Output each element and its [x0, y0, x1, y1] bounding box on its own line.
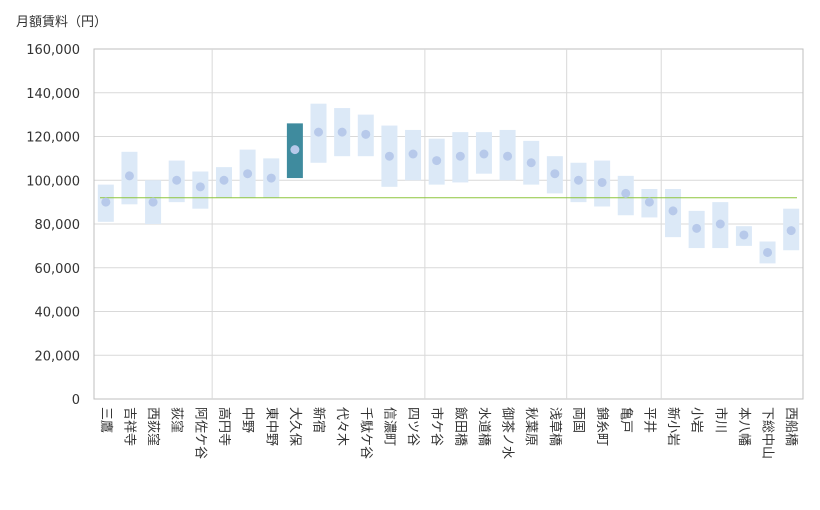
category-label: 高円寺	[216, 407, 232, 446]
median-dot-4	[172, 175, 182, 185]
median-dot-8	[266, 173, 276, 183]
y-axis-title: 月額賃料（円）	[16, 15, 108, 30]
category-label: 御茶ノ水	[500, 407, 516, 459]
median-dot-25	[668, 206, 678, 216]
y-tick-label: 80,000	[35, 218, 81, 233]
median-dot-17	[479, 149, 489, 159]
category-label: 西荻窪	[145, 407, 161, 446]
category-label: 西船橋	[783, 407, 798, 446]
category-label: 秋葉原	[523, 407, 538, 446]
category-label: 水道橋	[476, 407, 491, 446]
median-dot-27	[715, 219, 725, 229]
category-label: 吉祥寺	[121, 407, 136, 446]
median-dot-7	[243, 169, 253, 179]
y-tick-label: 100,000	[26, 174, 80, 189]
median-dot-5	[195, 182, 205, 192]
median-dot-14	[408, 149, 418, 159]
median-dot-9	[290, 145, 300, 155]
category-label: 三鷹	[98, 407, 113, 433]
category-label: 東中野	[263, 407, 279, 446]
median-dot-6	[219, 175, 229, 185]
median-dot-26	[692, 223, 702, 233]
category-label: 新宿	[311, 407, 327, 433]
category-label: 荻窪	[169, 407, 185, 433]
y-tick-label: 20,000	[35, 349, 81, 364]
category-label: 市川	[712, 407, 728, 433]
median-dot-10	[314, 127, 324, 137]
median-dot-23	[621, 188, 631, 198]
category-label: 大久保	[287, 407, 302, 446]
y-tick-label: 60,000	[35, 262, 81, 277]
category-label: 亀戸	[618, 407, 633, 433]
median-dot-1	[101, 197, 111, 207]
median-dot-19	[526, 158, 536, 168]
median-dot-12	[361, 129, 371, 139]
median-dot-21	[573, 175, 583, 185]
y-tick-label: 0	[72, 393, 80, 408]
y-tick-label: 160,000	[26, 43, 80, 58]
median-dot-30	[786, 226, 796, 236]
category-label: 新小岩	[665, 407, 681, 446]
category-label: 代々木	[334, 407, 349, 446]
category-label: 市ケ谷	[429, 407, 445, 446]
category-label: 阿佐ケ谷	[192, 407, 207, 459]
category-label: 四ツ谷	[405, 407, 420, 446]
category-label: 信濃町	[381, 407, 396, 446]
category-label: 小岩	[689, 407, 704, 433]
category-label: 錦糸町	[594, 407, 610, 446]
median-dot-18	[503, 151, 513, 161]
plot-border	[93, 48, 804, 400]
y-tick-label: 140,000	[26, 87, 80, 102]
median-dot-11	[337, 127, 347, 137]
median-dot-16	[455, 151, 465, 161]
median-dot-20	[550, 169, 560, 179]
median-dot-15	[432, 156, 442, 166]
y-tick-label: 120,000	[26, 131, 80, 146]
category-label: 平井	[641, 407, 656, 433]
median-dot-29	[763, 247, 773, 257]
category-label: 浅草橋	[547, 407, 562, 446]
category-label: 千駄ケ谷	[358, 407, 373, 459]
category-label: 下総中山	[760, 407, 775, 459]
median-dot-28	[739, 230, 749, 240]
category-label: 両国	[570, 407, 585, 433]
category-label: 飯田橋	[452, 407, 467, 446]
category-label: 本八幡	[736, 407, 751, 446]
median-dot-22	[597, 177, 607, 187]
median-dot-3	[148, 197, 158, 207]
median-dot-24	[644, 197, 654, 207]
category-label: 中野	[240, 407, 255, 433]
y-tick-label: 40,000	[35, 306, 81, 321]
median-dot-2	[124, 171, 134, 181]
median-dot-13	[384, 151, 394, 161]
